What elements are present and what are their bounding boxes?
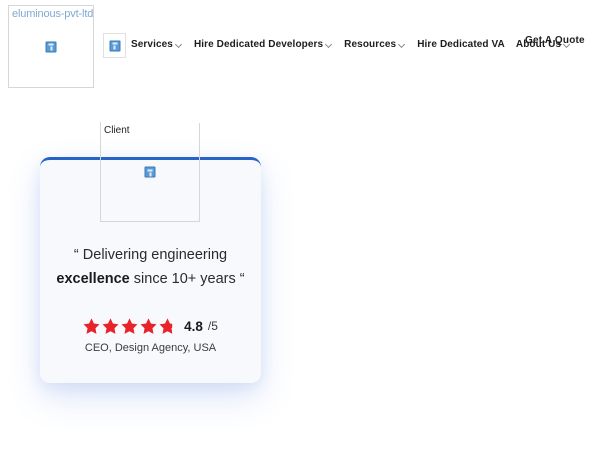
star-icon <box>83 318 100 334</box>
star-icon-partial <box>159 318 173 334</box>
testimonial-quote: “ Delivering engineering excellence sinc… <box>52 243 249 291</box>
nav-item-label: Resources <box>344 39 397 50</box>
testimonial-author: CEO, Design Agency, USA <box>84 342 217 354</box>
chevron-down-icon <box>399 41 406 48</box>
star-icon <box>140 318 157 334</box>
rating-row: 4.8 /5 <box>40 318 261 334</box>
nav-item-services[interactable]: Services <box>131 39 183 50</box>
nav-item-label: About Us <box>515 39 562 50</box>
broken-image-icon <box>144 166 156 178</box>
nav-item-label: Hire Dedicated Developers <box>193 39 324 50</box>
nav-item-resources[interactable]: Resources <box>344 39 406 50</box>
nav-item-hire-dedicated-va[interactable]: Hire Dedicated VA <box>417 39 505 50</box>
chevron-down-icon <box>326 41 333 48</box>
client-image-alt-text: Client <box>104 125 130 136</box>
nav-badge-image[interactable] <box>103 33 126 58</box>
star-rating <box>83 318 176 334</box>
quote-emphasis: excellence <box>56 271 130 287</box>
chevron-down-icon <box>176 41 183 48</box>
site-logo[interactable]: eluminous-pvt-ltd <box>8 5 94 88</box>
quote-close-mark: “ <box>239 271 245 287</box>
nav-item-label: Hire Dedicated VA <box>417 39 505 50</box>
client-avatar-image: Client <box>100 85 201 222</box>
client-image-top-mask <box>101 85 201 123</box>
nav-item-about-us[interactable]: About Us <box>516 39 571 50</box>
testimonial-card-wrapper: Client “ Delivering engineering excellen… <box>40 85 261 383</box>
site-header: eluminous-pvt-ltd Services Hire Dedicate… <box>0 0 600 95</box>
rating-denominator: /5 <box>207 319 218 333</box>
broken-image-icon <box>109 40 120 51</box>
quote-text-part-2: since 10+ years <box>129 271 240 287</box>
quote-open-mark: “ <box>73 247 83 263</box>
main-navigation: Services Hire Dedicated Developers Resou… <box>131 39 571 50</box>
nav-item-hire-dedicated-developers[interactable]: Hire Dedicated Developers <box>194 39 333 50</box>
nav-item-label: Services <box>131 39 173 50</box>
quote-text-part-1: Delivering engineering <box>82 247 228 263</box>
logo-alt-text: eluminous-pvt-ltd <box>12 8 94 20</box>
testimonial-card: Client “ Delivering engineering excellen… <box>40 85 261 383</box>
get-a-quote-button[interactable]: Get A Quote <box>525 35 585 46</box>
rating-value: 4.8 <box>184 318 203 334</box>
star-icon <box>102 318 119 334</box>
broken-image-icon <box>45 41 57 52</box>
star-icon <box>121 318 138 334</box>
